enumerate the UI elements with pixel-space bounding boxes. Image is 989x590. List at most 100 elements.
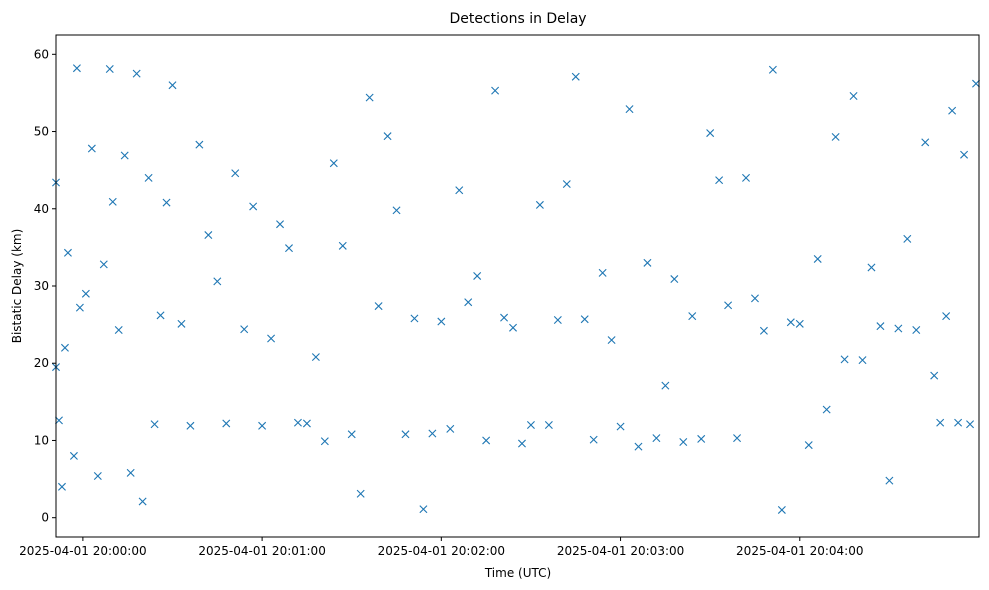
data-point — [114, 326, 123, 335]
data-point — [822, 405, 831, 414]
data-point — [401, 430, 410, 439]
data-point — [150, 420, 159, 429]
data-point — [553, 315, 562, 324]
data-point — [240, 325, 249, 334]
data-point — [706, 129, 715, 138]
data-point — [419, 505, 428, 514]
data-point — [69, 451, 78, 460]
data-point — [535, 200, 544, 209]
data-point — [374, 302, 383, 311]
data-point — [840, 355, 849, 364]
data-point — [464, 298, 473, 307]
data-point — [437, 317, 446, 326]
y-tick-label: 0 — [41, 511, 49, 525]
data-point — [598, 268, 607, 277]
x-tick-label: 2025-04-01 20:02:00 — [378, 544, 505, 558]
data-point — [156, 311, 165, 320]
data-point — [517, 439, 526, 448]
data-point — [54, 416, 63, 425]
x-axis-label: Time (UTC) — [484, 566, 551, 580]
data-point — [643, 258, 652, 267]
data-point — [652, 434, 661, 443]
data-point — [347, 430, 356, 439]
data-point — [120, 151, 129, 160]
data-point — [625, 105, 634, 114]
data-point — [688, 312, 697, 321]
data-point — [813, 254, 822, 263]
data-point — [311, 353, 320, 362]
x-axis-ticks: 2025-04-01 20:00:00 2025-04-01 20:01:00 20… — [19, 537, 864, 558]
data-point — [93, 471, 102, 480]
data-points — [52, 64, 981, 514]
data-point — [831, 132, 840, 141]
data-point — [267, 334, 276, 343]
data-point — [786, 318, 795, 327]
data-point — [670, 275, 679, 284]
data-point — [75, 303, 84, 312]
data-point — [885, 476, 894, 485]
y-tick-label: 30 — [34, 279, 49, 293]
data-point — [697, 434, 706, 443]
data-point — [759, 326, 768, 335]
x-tick-label: 2025-04-01 20:00:00 — [19, 544, 146, 558]
data-point — [942, 312, 951, 321]
data-point — [526, 421, 535, 430]
y-axis-label: Bistatic Delay (km) — [10, 229, 24, 344]
data-point — [455, 186, 464, 195]
data-point — [849, 92, 858, 101]
data-point — [491, 86, 500, 95]
data-point — [186, 421, 195, 430]
data-point — [99, 260, 108, 269]
y-axis-ticks: 0 10 20 30 40 50 60 — [34, 47, 56, 525]
data-point — [921, 138, 930, 147]
data-point — [509, 323, 518, 332]
data-point — [132, 69, 141, 78]
data-point — [912, 326, 921, 335]
data-point — [177, 319, 186, 328]
data-point — [338, 241, 347, 250]
data-point — [213, 277, 222, 286]
data-point — [293, 418, 302, 427]
data-point — [144, 173, 153, 182]
data-point — [894, 324, 903, 333]
data-point — [258, 421, 267, 430]
data-point — [867, 263, 876, 272]
data-point — [285, 244, 293, 253]
data-point — [768, 65, 777, 74]
data-point — [500, 313, 509, 322]
data-point — [571, 72, 580, 81]
data-point — [87, 144, 96, 153]
data-point — [589, 435, 598, 444]
data-point — [138, 497, 147, 506]
data-point — [972, 79, 981, 88]
y-tick-label: 50 — [34, 125, 49, 139]
x-tick-label: 2025-04-01 20:04:00 — [736, 544, 863, 558]
data-point — [356, 489, 365, 498]
data-point — [930, 371, 939, 380]
data-point — [960, 150, 969, 159]
data-point — [428, 429, 437, 438]
y-tick-label: 20 — [34, 356, 49, 370]
data-point — [302, 419, 311, 428]
data-point — [733, 434, 742, 443]
data-point — [60, 343, 69, 352]
data-point — [634, 442, 643, 451]
data-point — [750, 294, 759, 303]
data-point — [948, 106, 957, 115]
data-point — [580, 315, 589, 324]
data-point — [276, 220, 285, 229]
data-point — [562, 180, 571, 189]
data-point — [365, 93, 374, 102]
data-point — [777, 505, 786, 514]
data-point — [204, 231, 213, 240]
data-point — [105, 64, 114, 73]
data-point — [72, 64, 81, 73]
plot-area-frame — [55, 34, 980, 538]
data-point — [126, 468, 135, 477]
data-point — [329, 159, 338, 168]
data-point — [858, 356, 867, 365]
data-point — [544, 421, 553, 430]
y-tick-label: 60 — [34, 47, 49, 61]
data-point — [661, 381, 670, 390]
